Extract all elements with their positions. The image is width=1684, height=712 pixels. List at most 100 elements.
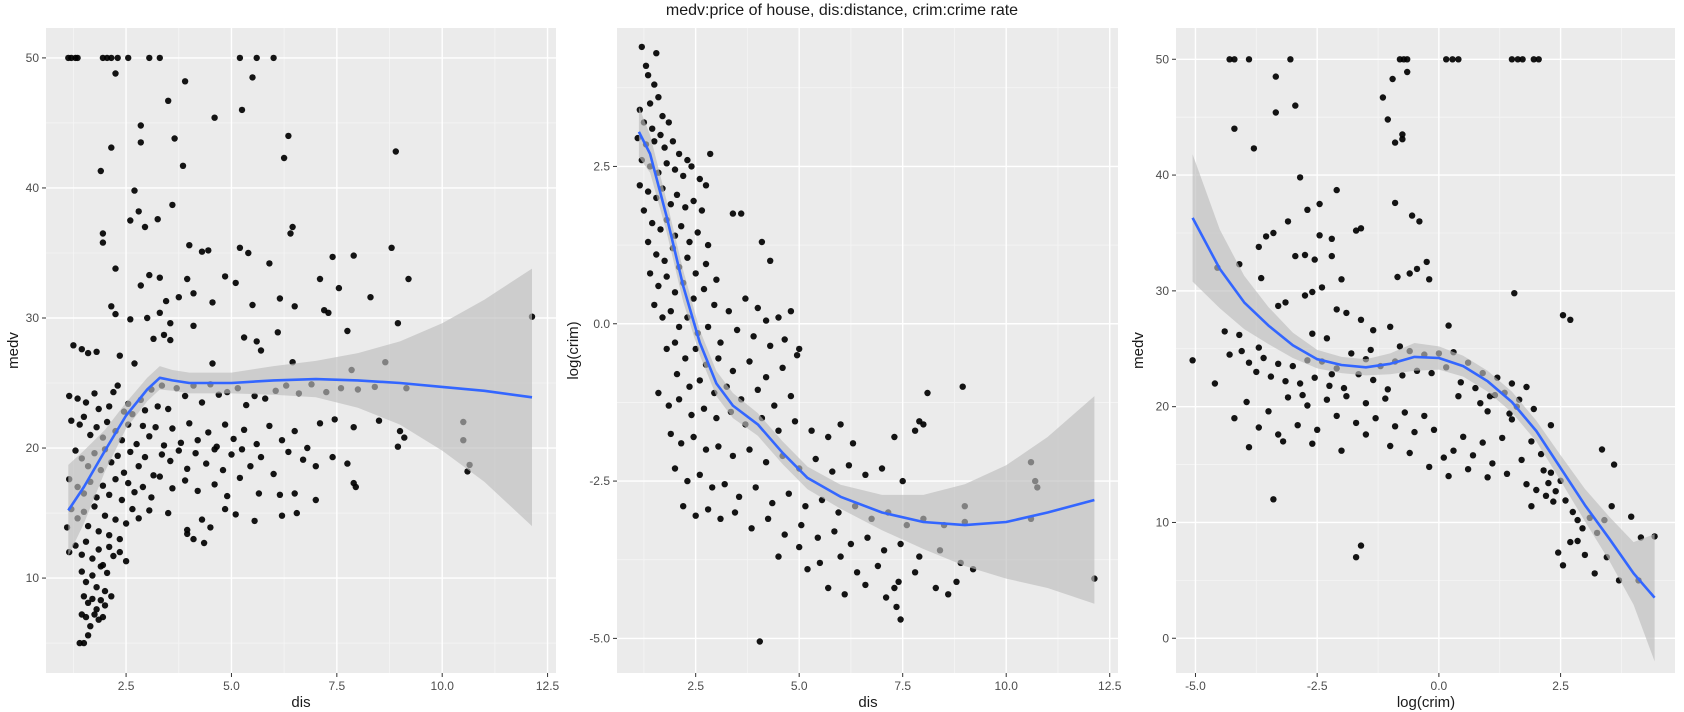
- data-point: [139, 422, 147, 430]
- data-point: [682, 204, 689, 211]
- data-point: [897, 540, 904, 548]
- data-point: [642, 62, 650, 69]
- data-point: [131, 187, 138, 194]
- data-point: [764, 515, 772, 522]
- data-point: [646, 270, 654, 277]
- data-point: [1423, 258, 1430, 266]
- data-point: [1311, 256, 1318, 263]
- data-point: [1189, 357, 1196, 364]
- data-point: [84, 522, 92, 530]
- data-point: [754, 386, 761, 393]
- data-point: [1506, 410, 1513, 417]
- data-point: [673, 191, 681, 198]
- data-point: [137, 139, 144, 146]
- data-point: [1535, 56, 1542, 63]
- data-point: [837, 421, 844, 428]
- data-point: [181, 477, 189, 484]
- data-point: [1484, 474, 1491, 481]
- data-point: [1518, 456, 1525, 464]
- data-point: [1272, 109, 1280, 116]
- data-point: [325, 309, 332, 316]
- x-tick-label: 12.5: [536, 679, 560, 693]
- data-point: [106, 532, 113, 539]
- data-point: [673, 370, 681, 378]
- data-point: [1455, 56, 1462, 63]
- x-tick-label: 2.5: [118, 679, 135, 693]
- data-point: [1282, 378, 1289, 385]
- data-point: [211, 481, 218, 488]
- data-point: [99, 613, 107, 621]
- data-point: [219, 466, 227, 474]
- x-tick-label: 5.0: [223, 679, 240, 693]
- data-point: [1348, 350, 1355, 357]
- data-point: [175, 294, 182, 301]
- data-point: [152, 424, 159, 431]
- data-point: [1275, 360, 1282, 367]
- data-point: [781, 531, 788, 538]
- data-point: [91, 390, 98, 397]
- data-point: [891, 433, 898, 441]
- data-point: [1416, 218, 1423, 225]
- data-point: [344, 460, 351, 467]
- data-point: [1267, 373, 1275, 380]
- data-point: [1343, 309, 1350, 317]
- data-point: [1394, 273, 1401, 281]
- data-point: [299, 456, 307, 463]
- data-point: [655, 282, 662, 290]
- data-point: [659, 314, 666, 321]
- data-point: [209, 360, 216, 367]
- data-point: [230, 435, 237, 443]
- data-point: [108, 303, 115, 310]
- data-point: [103, 569, 111, 577]
- y-tick-label: 2.5: [593, 159, 610, 173]
- data-point: [953, 578, 960, 585]
- data-point: [175, 447, 182, 454]
- data-point: [304, 444, 311, 452]
- data-point: [675, 396, 683, 403]
- data-point: [331, 416, 338, 423]
- data-point: [1301, 251, 1309, 259]
- data-point: [122, 558, 130, 565]
- data-point: [392, 148, 399, 155]
- data-point: [190, 322, 197, 329]
- data-point: [1455, 393, 1462, 400]
- data-point: [717, 339, 724, 346]
- data-point: [167, 336, 174, 344]
- data-point: [131, 360, 138, 367]
- data-point: [862, 471, 869, 478]
- data-point: [754, 304, 761, 312]
- data-point: [287, 230, 294, 237]
- data-point: [735, 493, 743, 500]
- data-point: [198, 399, 206, 406]
- data-point: [684, 254, 691, 261]
- data-point: [118, 496, 126, 504]
- data-point: [1262, 233, 1270, 240]
- data-point: [738, 210, 745, 217]
- data-point: [1231, 125, 1238, 132]
- data-point: [1519, 56, 1526, 63]
- data-point: [762, 459, 770, 466]
- data-point: [84, 599, 92, 606]
- data-point: [1428, 369, 1435, 377]
- data-point: [1391, 199, 1399, 207]
- data-point: [316, 275, 324, 283]
- data-point: [257, 453, 265, 461]
- data-point: [1304, 402, 1311, 409]
- data-point: [82, 399, 90, 406]
- data-point: [758, 238, 766, 246]
- data-point: [93, 348, 100, 355]
- data-point: [1547, 469, 1555, 476]
- data-point: [669, 138, 677, 145]
- data-point: [1245, 56, 1253, 63]
- y-tick-label: -5.0: [589, 631, 610, 645]
- data-point: [129, 505, 136, 513]
- data-point: [1309, 330, 1316, 337]
- data-point: [133, 440, 140, 448]
- data-point: [80, 413, 88, 420]
- data-point: [690, 433, 697, 441]
- data-point: [1309, 440, 1316, 447]
- data-point: [1270, 229, 1277, 237]
- data-point: [1610, 461, 1618, 468]
- data-point: [649, 125, 656, 132]
